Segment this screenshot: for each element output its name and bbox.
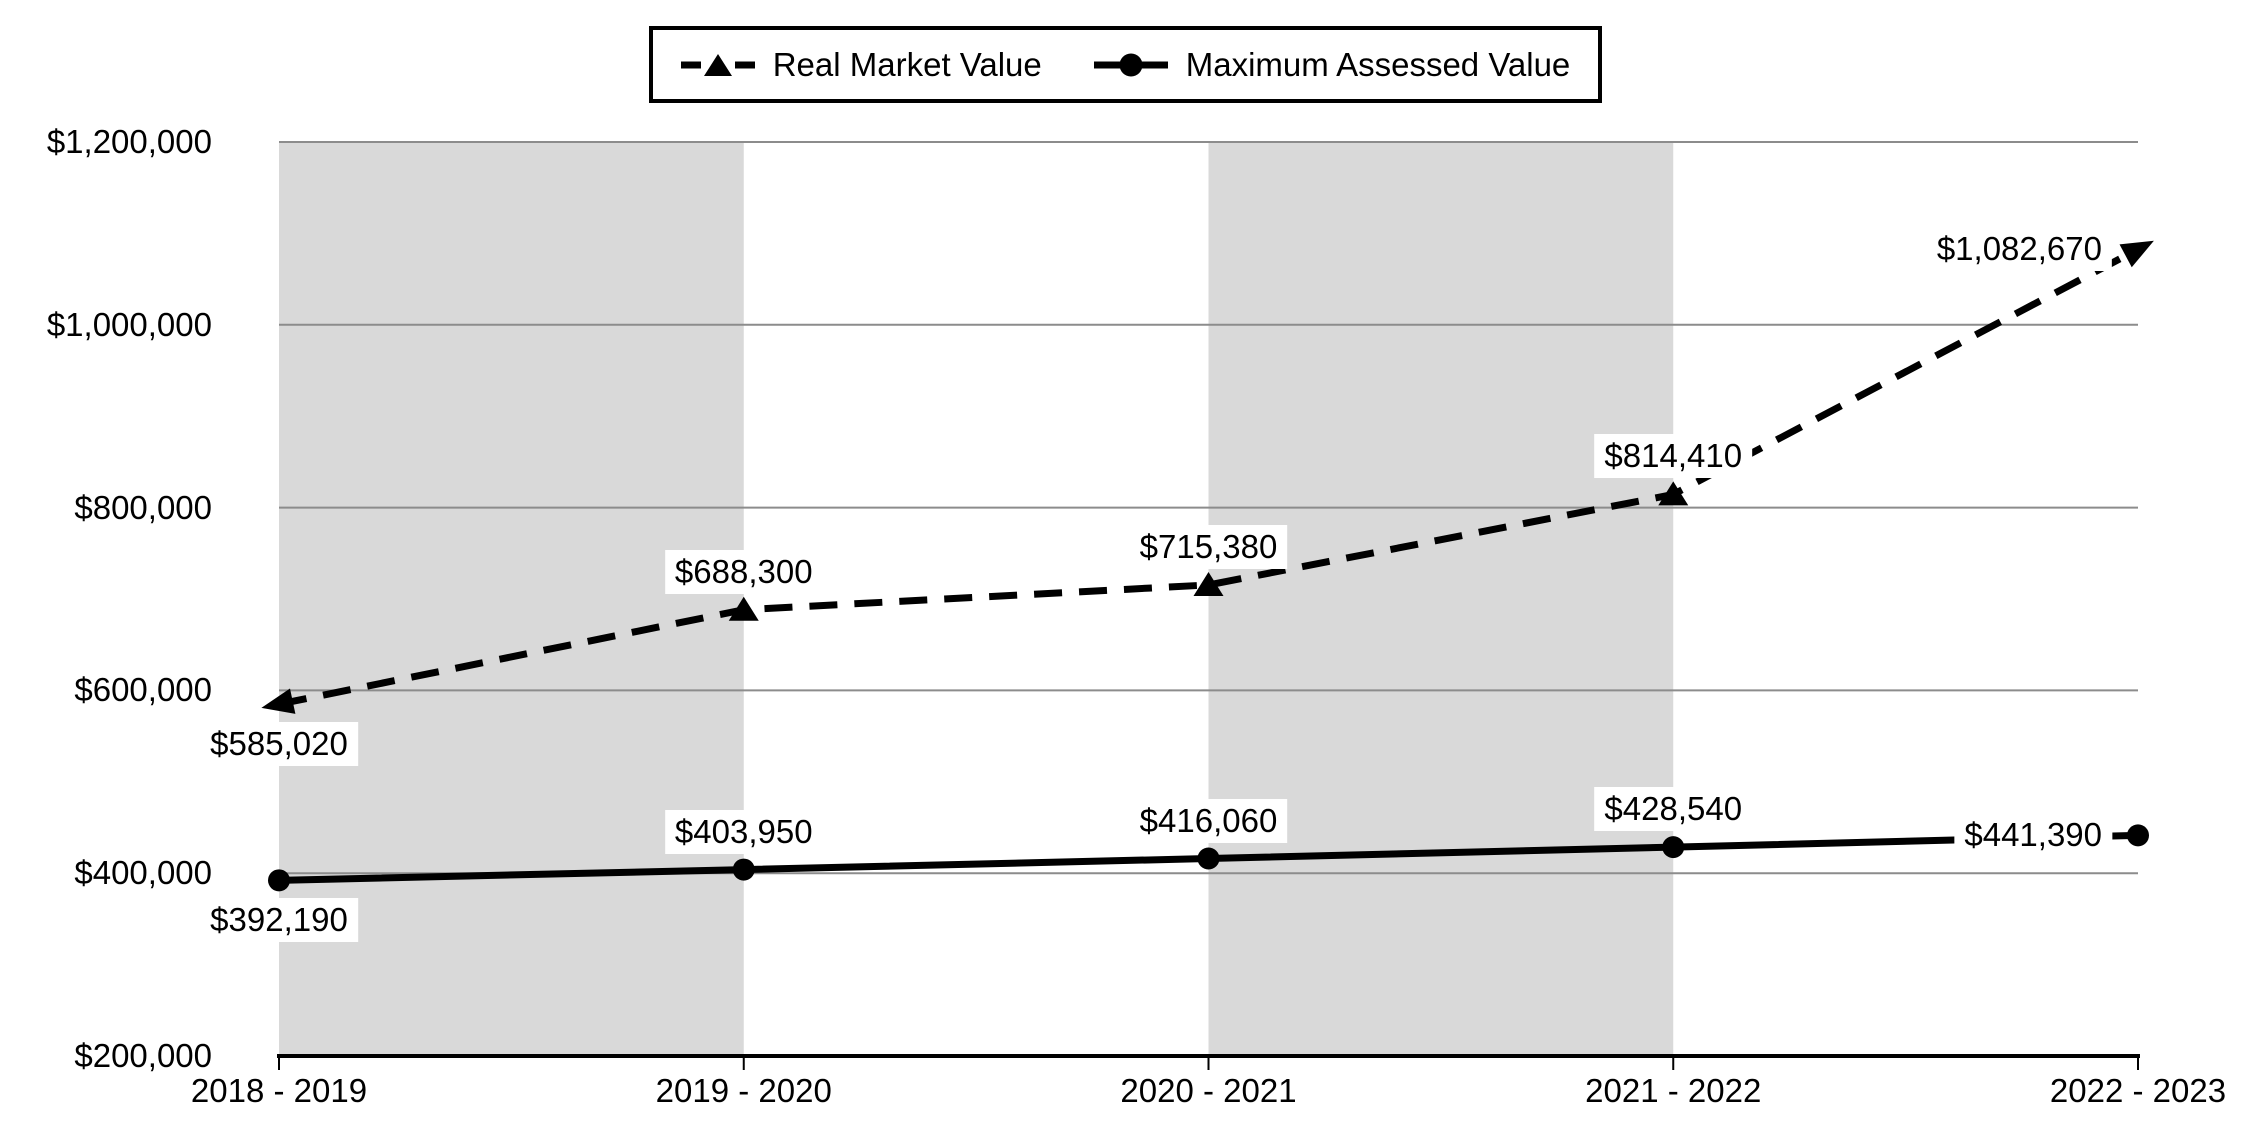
legend-label-maximum-assessed-value: Maximum Assessed Value (1185, 45, 1571, 83)
dashed-triangle-marker-icon (680, 53, 755, 76)
y-axis-tick-label: $1,000,000 (46, 305, 212, 343)
data-label: $416,060 (1129, 798, 1288, 843)
triangle-marker (2119, 240, 2154, 268)
data-label: $441,390 (1954, 813, 2112, 858)
circle-marker (1197, 847, 1220, 870)
y-axis-tick-label: $800,000 (74, 488, 212, 526)
circle-marker (2127, 824, 2149, 847)
solid-circle-marker-icon (1093, 53, 1168, 76)
x-axis-tick-label: 2018 - 2019 (190, 1072, 368, 1109)
y-axis-tick-label: $400,000 (74, 854, 212, 892)
circle-marker (732, 858, 755, 881)
data-label: $715,380 (1129, 524, 1288, 569)
chart-legend: Real Market Value Maximum Assessed Value (649, 26, 1602, 103)
data-label: $403,950 (664, 809, 823, 854)
x-axis-tick-label: 2019 - 2020 (655, 1072, 832, 1109)
y-axis-tick-label: $1,200,000 (46, 123, 212, 160)
x-axis-tick-label: 2022 - 2023 (2049, 1072, 2227, 1109)
data-label: $585,020 (200, 722, 358, 767)
legend-label-real-market-value: Real Market Value (772, 45, 1042, 83)
plot-band (1208, 142, 1674, 1056)
data-label: $814,410 (1594, 434, 1753, 479)
y-axis-tick-label: $600,000 (74, 671, 212, 709)
circle-marker (268, 869, 290, 892)
circle-marker (1662, 836, 1685, 859)
triangle-marker (1658, 481, 1689, 506)
data-label: $688,300 (664, 549, 823, 594)
data-label: $1,082,670 (1926, 227, 2112, 272)
legend-item-real-market-value: Real Market Value (680, 45, 1042, 84)
x-axis-tick-label: 2021 - 2022 (1585, 1072, 1762, 1109)
legend-item-maximum-assessed-value: Maximum Assessed Value (1093, 45, 1571, 84)
data-label: $392,190 (200, 898, 358, 943)
triangle-marker (1193, 571, 1224, 596)
triangle-marker (261, 688, 296, 714)
series-line-real-market-value (278, 246, 2140, 708)
triangle-marker (728, 596, 759, 621)
data-label: $428,540 (1594, 787, 1753, 832)
x-axis-tick-label: 2020 - 2021 (1120, 1072, 1297, 1109)
y-axis-tick-label: $200,000 (74, 1037, 212, 1074)
